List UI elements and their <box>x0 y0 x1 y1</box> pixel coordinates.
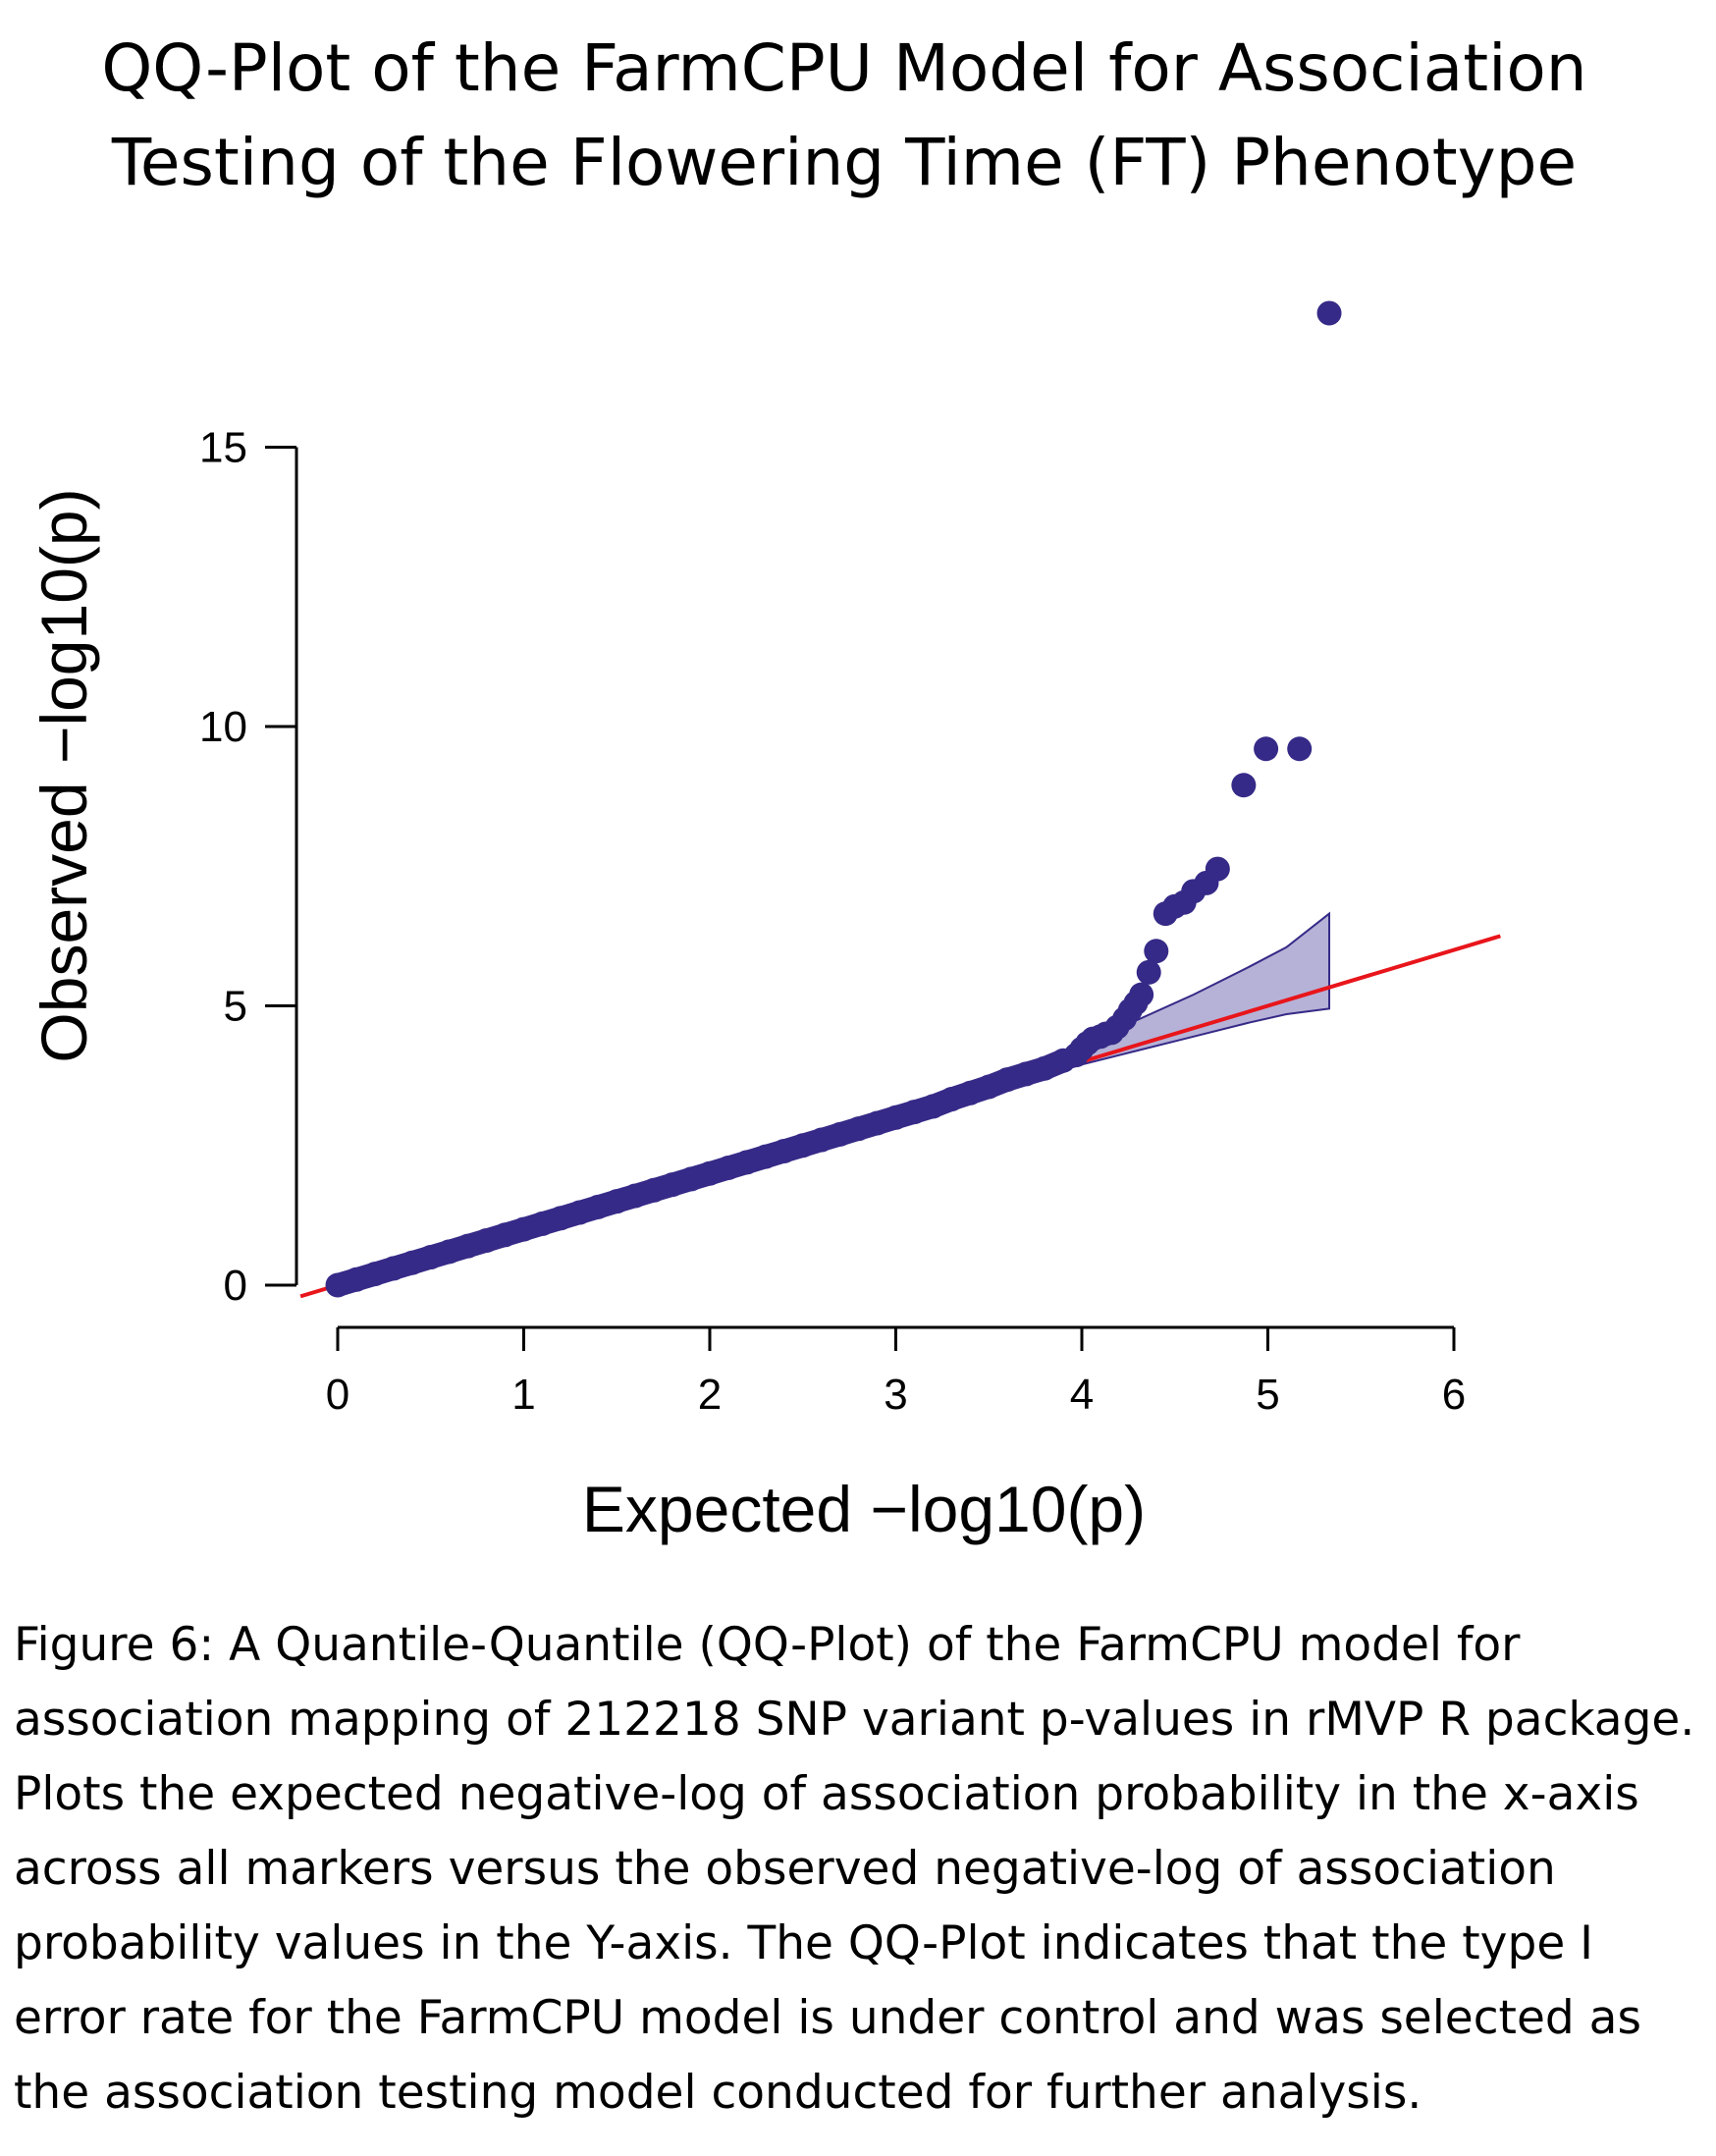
data-point <box>1316 300 1342 326</box>
data-point <box>493 1222 518 1248</box>
data-point <box>344 1267 369 1292</box>
data-point <box>938 1087 964 1112</box>
data-point <box>697 1160 723 1186</box>
chart-title: QQ-Plot of the FarmCPU Model for Associa… <box>0 22 1689 210</box>
chart-title-line-1: QQ-Plot of the FarmCPU Model for Associa… <box>101 30 1587 106</box>
x-axis-label: Expected −log10(p) <box>582 1473 1146 1545</box>
y-tick-label: 10 <box>199 703 247 751</box>
data-point <box>1136 959 1161 985</box>
y-tick-label: 15 <box>199 424 247 472</box>
caption-line: Figure 6: A Quantile-Quantile (QQ-Plot) … <box>14 1618 1521 1672</box>
qq-plot: 0 5 10 15 0 1 2 3 4 5 6 Expected −log10(p) Observed … <box>27 300 1501 1545</box>
caption-line: probability values in the Y-axis. The QQ… <box>14 1916 1594 1970</box>
caption-line: Plots the expected negative-log of assoc… <box>14 1767 1639 1821</box>
x-tick-label: 3 <box>884 1371 907 1419</box>
data-point <box>901 1100 927 1125</box>
data-point <box>846 1116 872 1142</box>
data-point <box>884 1105 908 1130</box>
caption-line: error rate for the FarmCPU model is unde… <box>14 1991 1641 2045</box>
data-point <box>716 1156 741 1181</box>
figure-caption: Figure 6: A Quantile-Quantile (QQ-Plot) … <box>14 1608 1702 2130</box>
data-point <box>474 1227 500 1253</box>
x-tick-label: 6 <box>1442 1371 1466 1419</box>
data-point <box>976 1074 1001 1100</box>
data-point <box>566 1200 592 1225</box>
data-point <box>1013 1061 1039 1087</box>
y-tick-label: 0 <box>224 1262 247 1310</box>
data-point <box>1287 736 1313 762</box>
data-point <box>622 1183 648 1209</box>
data-point <box>511 1216 536 1242</box>
data-point <box>400 1250 425 1275</box>
data-point <box>418 1245 444 1270</box>
data-point <box>753 1144 778 1169</box>
data-point <box>734 1150 760 1175</box>
data-point <box>437 1239 462 1265</box>
data-point <box>585 1194 611 1219</box>
caption-line: the association testing model conducted … <box>14 2066 1422 2120</box>
data-point <box>1205 856 1230 882</box>
data-point <box>456 1233 481 1259</box>
data-point <box>362 1262 388 1287</box>
data-point <box>1032 1055 1057 1081</box>
data-point <box>865 1110 890 1136</box>
data-point <box>1129 982 1154 1007</box>
data-point <box>678 1166 704 1192</box>
y-axis-label: Observed −log10(p) <box>27 488 100 1062</box>
y-tick-label: 5 <box>224 983 247 1031</box>
data-point <box>381 1256 406 1281</box>
data-point <box>1231 773 1257 798</box>
data-point <box>772 1138 797 1163</box>
data-point <box>1254 736 1279 762</box>
data-point <box>994 1067 1020 1093</box>
data-point <box>325 1272 350 1298</box>
x-tick-label: 1 <box>511 1371 535 1419</box>
data-point <box>660 1172 685 1198</box>
x-tick-label: 5 <box>1256 1371 1279 1419</box>
caption-line: association mapping of 212218 SNP varian… <box>14 1693 1695 1747</box>
data-point <box>1144 939 1169 964</box>
data-point <box>790 1133 816 1159</box>
data-point <box>809 1127 834 1153</box>
x-tick-label: 2 <box>698 1371 722 1419</box>
x-tick-label: 4 <box>1070 1371 1094 1419</box>
data-point <box>957 1080 983 1105</box>
data-point <box>920 1094 945 1119</box>
data-point <box>641 1177 667 1203</box>
data-point <box>604 1189 629 1214</box>
chart-title-line-2: Testing of the Flowering Time (FT) Pheno… <box>111 125 1578 200</box>
x-tick-label: 0 <box>326 1371 349 1419</box>
data-point <box>529 1211 555 1236</box>
data-point <box>548 1206 573 1231</box>
caption-line: across all markers versus the observed n… <box>14 1842 1556 1896</box>
data-point <box>828 1121 853 1147</box>
